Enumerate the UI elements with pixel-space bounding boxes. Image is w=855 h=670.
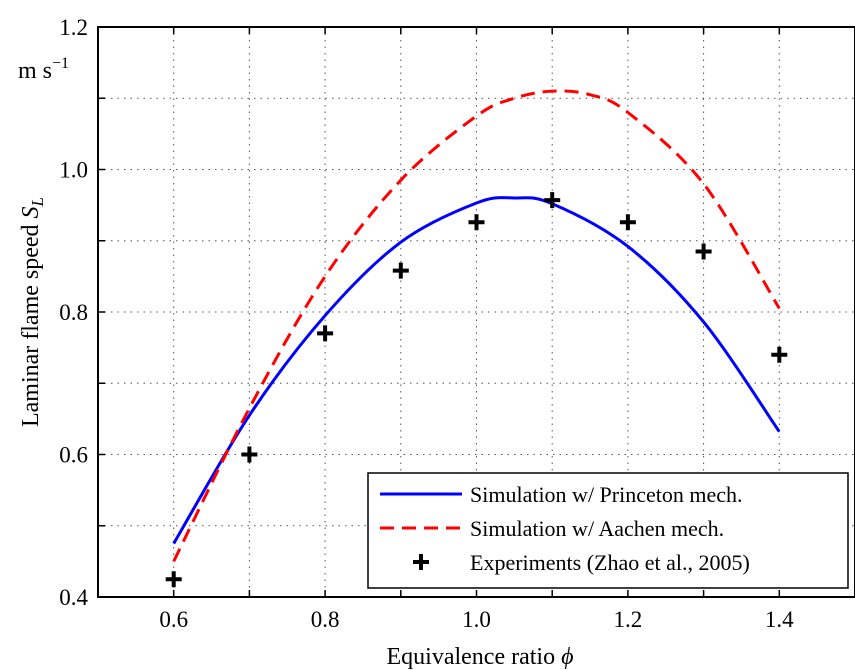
y-axis-label: Laminar flame speed SL [18,197,47,427]
experiment-marker [317,325,334,342]
princeton-series-line [172,196,781,545]
y-tick-label: 1.0 [59,158,88,183]
x-tick-label: 1.0 [462,607,491,632]
experiment-marker [241,446,258,463]
legend-label-experiments: Experiments (Zhao et al., 2005) [470,550,750,575]
experiment-marker [165,571,182,588]
y-tick-label: 0.8 [59,300,88,325]
aachen-series-line [172,89,781,563]
experiment-marker [544,192,561,209]
experiment-marker [771,346,788,363]
x-tick-label: 0.6 [159,607,188,632]
legend-box [367,472,849,589]
x-tick-label: 0.8 [311,607,340,632]
experiment-marker [392,262,409,279]
axis-ticks: 0.6 0.8 1.0 1.2 1.4 0.4 0.6 0.8 1.0 1.2 [59,15,794,632]
y-tick-label: 0.6 [59,443,88,468]
experiment-marker [619,214,636,231]
experiment-marker [468,214,485,231]
series-layer [165,89,788,588]
legend-label-princeton: Simulation w/ Princeton mech. [470,482,743,507]
x-tick-label: 1.2 [614,607,643,632]
experiment-marker [695,243,712,260]
legend-label-aachen: Simulation w/ Aachen mech. [470,516,724,541]
x-axis-label: Equivalence ratio ϕ [386,644,573,670]
x-tick-label: 1.4 [765,607,794,632]
y-unit-label: m s−1 [18,55,69,84]
legend-marker-experiments [413,554,429,570]
y-tick-label: 1.2 [59,15,88,40]
legend: Simulation w/ Princeton mech. Simulation… [367,472,849,589]
y-tick-label: 0.4 [59,585,88,610]
